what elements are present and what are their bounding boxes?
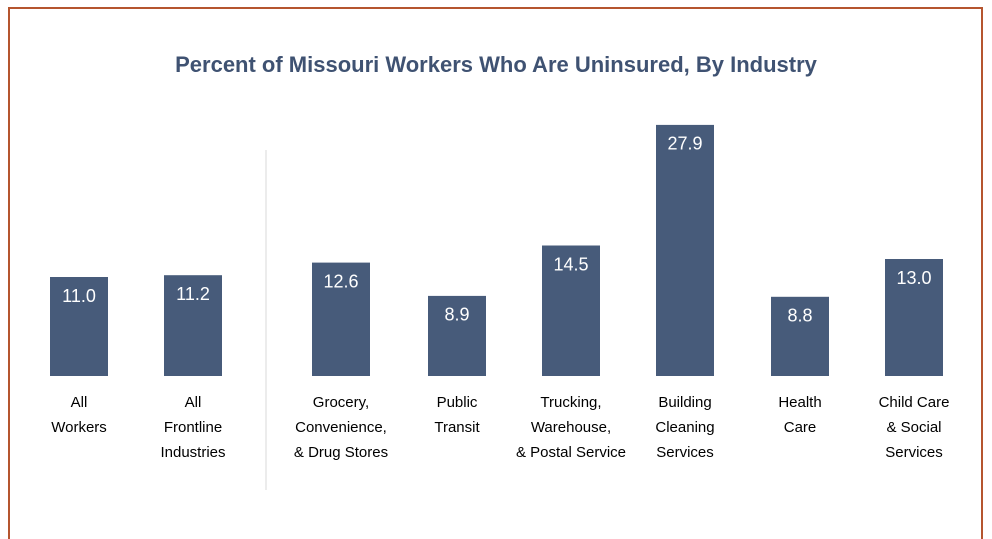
value-label: 8.9 xyxy=(444,305,469,325)
x-tick-label: Transit xyxy=(434,419,480,436)
x-tick-label: & Postal Service xyxy=(516,444,626,461)
x-tick-label: Convenience, xyxy=(295,419,387,436)
x-tick-label: Services xyxy=(656,444,714,461)
value-label: 11.0 xyxy=(62,286,96,306)
x-tick-label: Frontline xyxy=(164,419,222,436)
x-tick-label: Building xyxy=(658,394,711,411)
x-tick-label: All xyxy=(185,394,202,411)
x-tick-label: & Drug Stores xyxy=(294,444,388,461)
x-tick-label: Grocery, xyxy=(313,394,369,411)
value-label: 13.0 xyxy=(896,268,931,288)
bar xyxy=(50,277,108,376)
x-tick-label: Cleaning xyxy=(655,419,714,436)
bar xyxy=(164,275,222,376)
value-label: 27.9 xyxy=(667,134,702,154)
x-tick-label: All xyxy=(71,394,88,411)
x-tick-label: Trucking, xyxy=(540,394,601,411)
x-tick-label: Care xyxy=(784,419,817,436)
bar xyxy=(542,245,600,376)
value-label: 8.8 xyxy=(787,306,812,326)
x-tick-label: Health xyxy=(778,394,821,411)
x-tick-label: Industries xyxy=(160,444,225,461)
bar xyxy=(771,296,829,376)
bar xyxy=(885,259,943,376)
value-label: 11.2 xyxy=(176,284,210,304)
bar xyxy=(656,124,714,377)
x-tick-label: Child Care xyxy=(879,394,950,411)
frame xyxy=(8,7,983,539)
x-tick-label: & Social xyxy=(886,419,941,436)
bar xyxy=(428,295,486,376)
x-tick-label: Public xyxy=(437,394,478,411)
x-tick-label: Workers xyxy=(51,419,107,436)
chart-title: Percent of Missouri Workers Who Are Unin… xyxy=(175,52,818,77)
value-label: 14.5 xyxy=(553,254,588,274)
bar xyxy=(312,262,370,376)
x-tick-label: Warehouse, xyxy=(531,419,611,436)
x-tick-label: Services xyxy=(885,444,943,461)
value-label: 12.6 xyxy=(323,271,358,291)
